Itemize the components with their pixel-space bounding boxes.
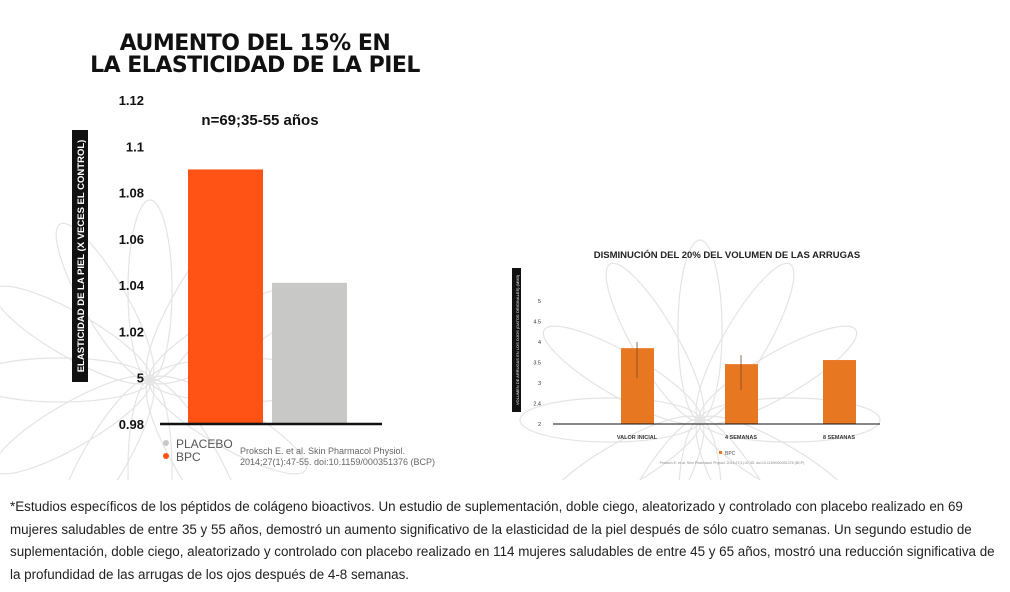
x-tick-label: 4 SEMANAS — [725, 435, 757, 441]
bar-4-semanas — [725, 364, 758, 424]
legend-marker — [163, 453, 169, 459]
y-tick-label: 1.12 — [119, 93, 144, 108]
citation: Proksch E. et al. Skin Pharmacol Physiol… — [240, 446, 405, 456]
ylabel-background — [512, 268, 521, 412]
petal-shape — [605, 262, 705, 422]
bar-bpc — [188, 169, 263, 424]
y-tick-label: 4.5 — [533, 320, 541, 326]
legend-label: PLACEBO — [176, 437, 233, 451]
bar-8-semanas — [823, 360, 856, 424]
y-tick-label: 0.98 — [119, 417, 144, 432]
bar-valor-inicial — [621, 348, 654, 424]
y-axis-label: VOLUMEN DE ARRUGAS EN LOS OJOS (DATOS OR… — [515, 274, 520, 405]
legend-marker — [719, 451, 722, 454]
y-tick-label: 4 — [538, 340, 541, 346]
y-tick-label: 2.4 — [533, 402, 541, 408]
y-tick-label: 3 — [538, 381, 541, 387]
chart-subtitle: n=69;35-55 años — [201, 112, 318, 129]
legend-label: BPC — [725, 451, 736, 457]
citation: Proksch E. et al. Skin Pharmacol Physiol… — [660, 461, 805, 465]
x-tick-label: VALOR INICIAL — [617, 435, 658, 441]
chart-title: LA ELASTICIDAD DE LA PIEL — [90, 53, 420, 78]
y-tick-label: 5 — [137, 371, 144, 386]
footnote: *Estudios específicos de los péptidos de… — [10, 499, 995, 582]
y-tick-label: 2 — [538, 422, 541, 428]
citation: 2014;27(1):47-55. doi:10.1159/000351376 … — [240, 457, 435, 467]
chart-title: AUMENTO DEL 15% EN — [120, 31, 391, 56]
bar-placebo — [272, 282, 347, 424]
y-tick-label: 1.08 — [119, 186, 144, 201]
y-tick-label: 1.02 — [119, 324, 144, 339]
y-tick-label: 3.5 — [533, 361, 541, 367]
y-tick-label: 1.1 — [126, 139, 144, 154]
x-tick-label: 8 SEMANAS — [823, 435, 855, 441]
y-tick-label: 1.06 — [119, 232, 144, 247]
ylabel-background — [72, 130, 88, 382]
y-tick-label: 5 — [538, 299, 541, 305]
y-axis-label: ELASTICIDAD DE LA PIEL (X VECES EL CONTR… — [76, 140, 87, 373]
y-tick-label: 1.04 — [119, 278, 145, 293]
petal-shape — [55, 222, 155, 382]
legend-marker — [163, 440, 169, 446]
legend-label: BPC — [176, 450, 201, 464]
chart-title: DISMINUCIÓN DEL 20% DEL VOLUMEN DE LAS A… — [594, 249, 860, 261]
